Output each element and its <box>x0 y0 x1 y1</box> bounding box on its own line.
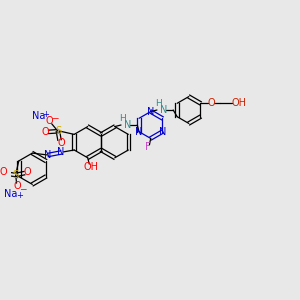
Text: H: H <box>155 99 162 108</box>
Text: O: O <box>57 138 65 148</box>
Text: Na: Na <box>4 189 18 199</box>
Text: O: O <box>0 167 8 178</box>
Text: O: O <box>14 181 21 191</box>
Text: +: + <box>16 191 23 200</box>
Text: S: S <box>55 126 61 136</box>
Text: N: N <box>147 106 154 117</box>
Text: O: O <box>45 116 53 126</box>
Text: N: N <box>124 120 131 130</box>
Text: +: + <box>43 110 50 118</box>
Text: F: F <box>146 142 151 152</box>
Text: O: O <box>42 127 49 137</box>
Text: N: N <box>57 148 65 158</box>
Text: Na: Na <box>32 111 45 121</box>
Text: N: N <box>44 150 52 160</box>
Text: N: N <box>160 105 167 115</box>
Text: O: O <box>207 98 215 108</box>
Text: N: N <box>135 127 143 137</box>
Text: H: H <box>119 114 126 123</box>
Text: O: O <box>24 167 31 177</box>
Text: −: − <box>51 113 59 122</box>
Text: N: N <box>159 127 166 137</box>
Text: OH: OH <box>231 98 246 108</box>
Text: S: S <box>13 170 19 180</box>
Text: −: − <box>19 184 26 193</box>
Text: OH: OH <box>83 162 98 172</box>
